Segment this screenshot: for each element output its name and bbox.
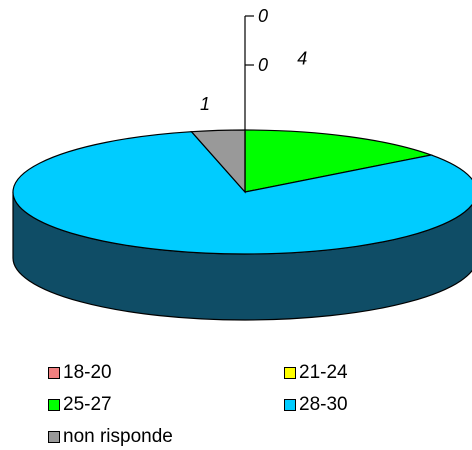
legend-label-28-30: 28-30 bbox=[299, 394, 348, 415]
legend-label-18-20: 18-20 bbox=[63, 362, 112, 383]
data-label-non-risponde: 1 bbox=[200, 94, 210, 114]
slice-25-27 bbox=[244, 129, 434, 193]
data-label-18-20: 0 bbox=[258, 6, 268, 26]
legend-item-18-20: 18-20 bbox=[48, 362, 112, 384]
legend-swatch-18-20 bbox=[48, 367, 60, 379]
legend-label-non-risponde: non risponde bbox=[63, 426, 173, 447]
zero-value-leader-lines bbox=[244, 15, 254, 192]
legend-swatch-28-30 bbox=[284, 399, 296, 411]
pie-top bbox=[12, 129, 472, 255]
legend-item-21-24: 21-24 bbox=[284, 362, 348, 384]
slice-28-30 bbox=[12, 131, 472, 255]
legend-swatch-non-risponde bbox=[48, 431, 60, 443]
legend-item-28-30: 28-30 bbox=[284, 394, 348, 416]
pie-chart: 004221 bbox=[12, 6, 472, 321]
legend-item-25-27: 25-27 bbox=[48, 394, 112, 416]
data-label-21-24: 0 bbox=[258, 55, 268, 75]
legend-label-25-27: 25-27 bbox=[63, 394, 112, 415]
legend-swatch-25-27 bbox=[48, 399, 60, 411]
legend-item-non-risponde: non risponde bbox=[48, 426, 173, 448]
legend-swatch-21-24 bbox=[284, 367, 296, 379]
data-labels: 004221 bbox=[200, 6, 307, 114]
data-label-25-27: 4 bbox=[297, 49, 307, 69]
legend-label-21-24: 21-24 bbox=[299, 362, 348, 383]
